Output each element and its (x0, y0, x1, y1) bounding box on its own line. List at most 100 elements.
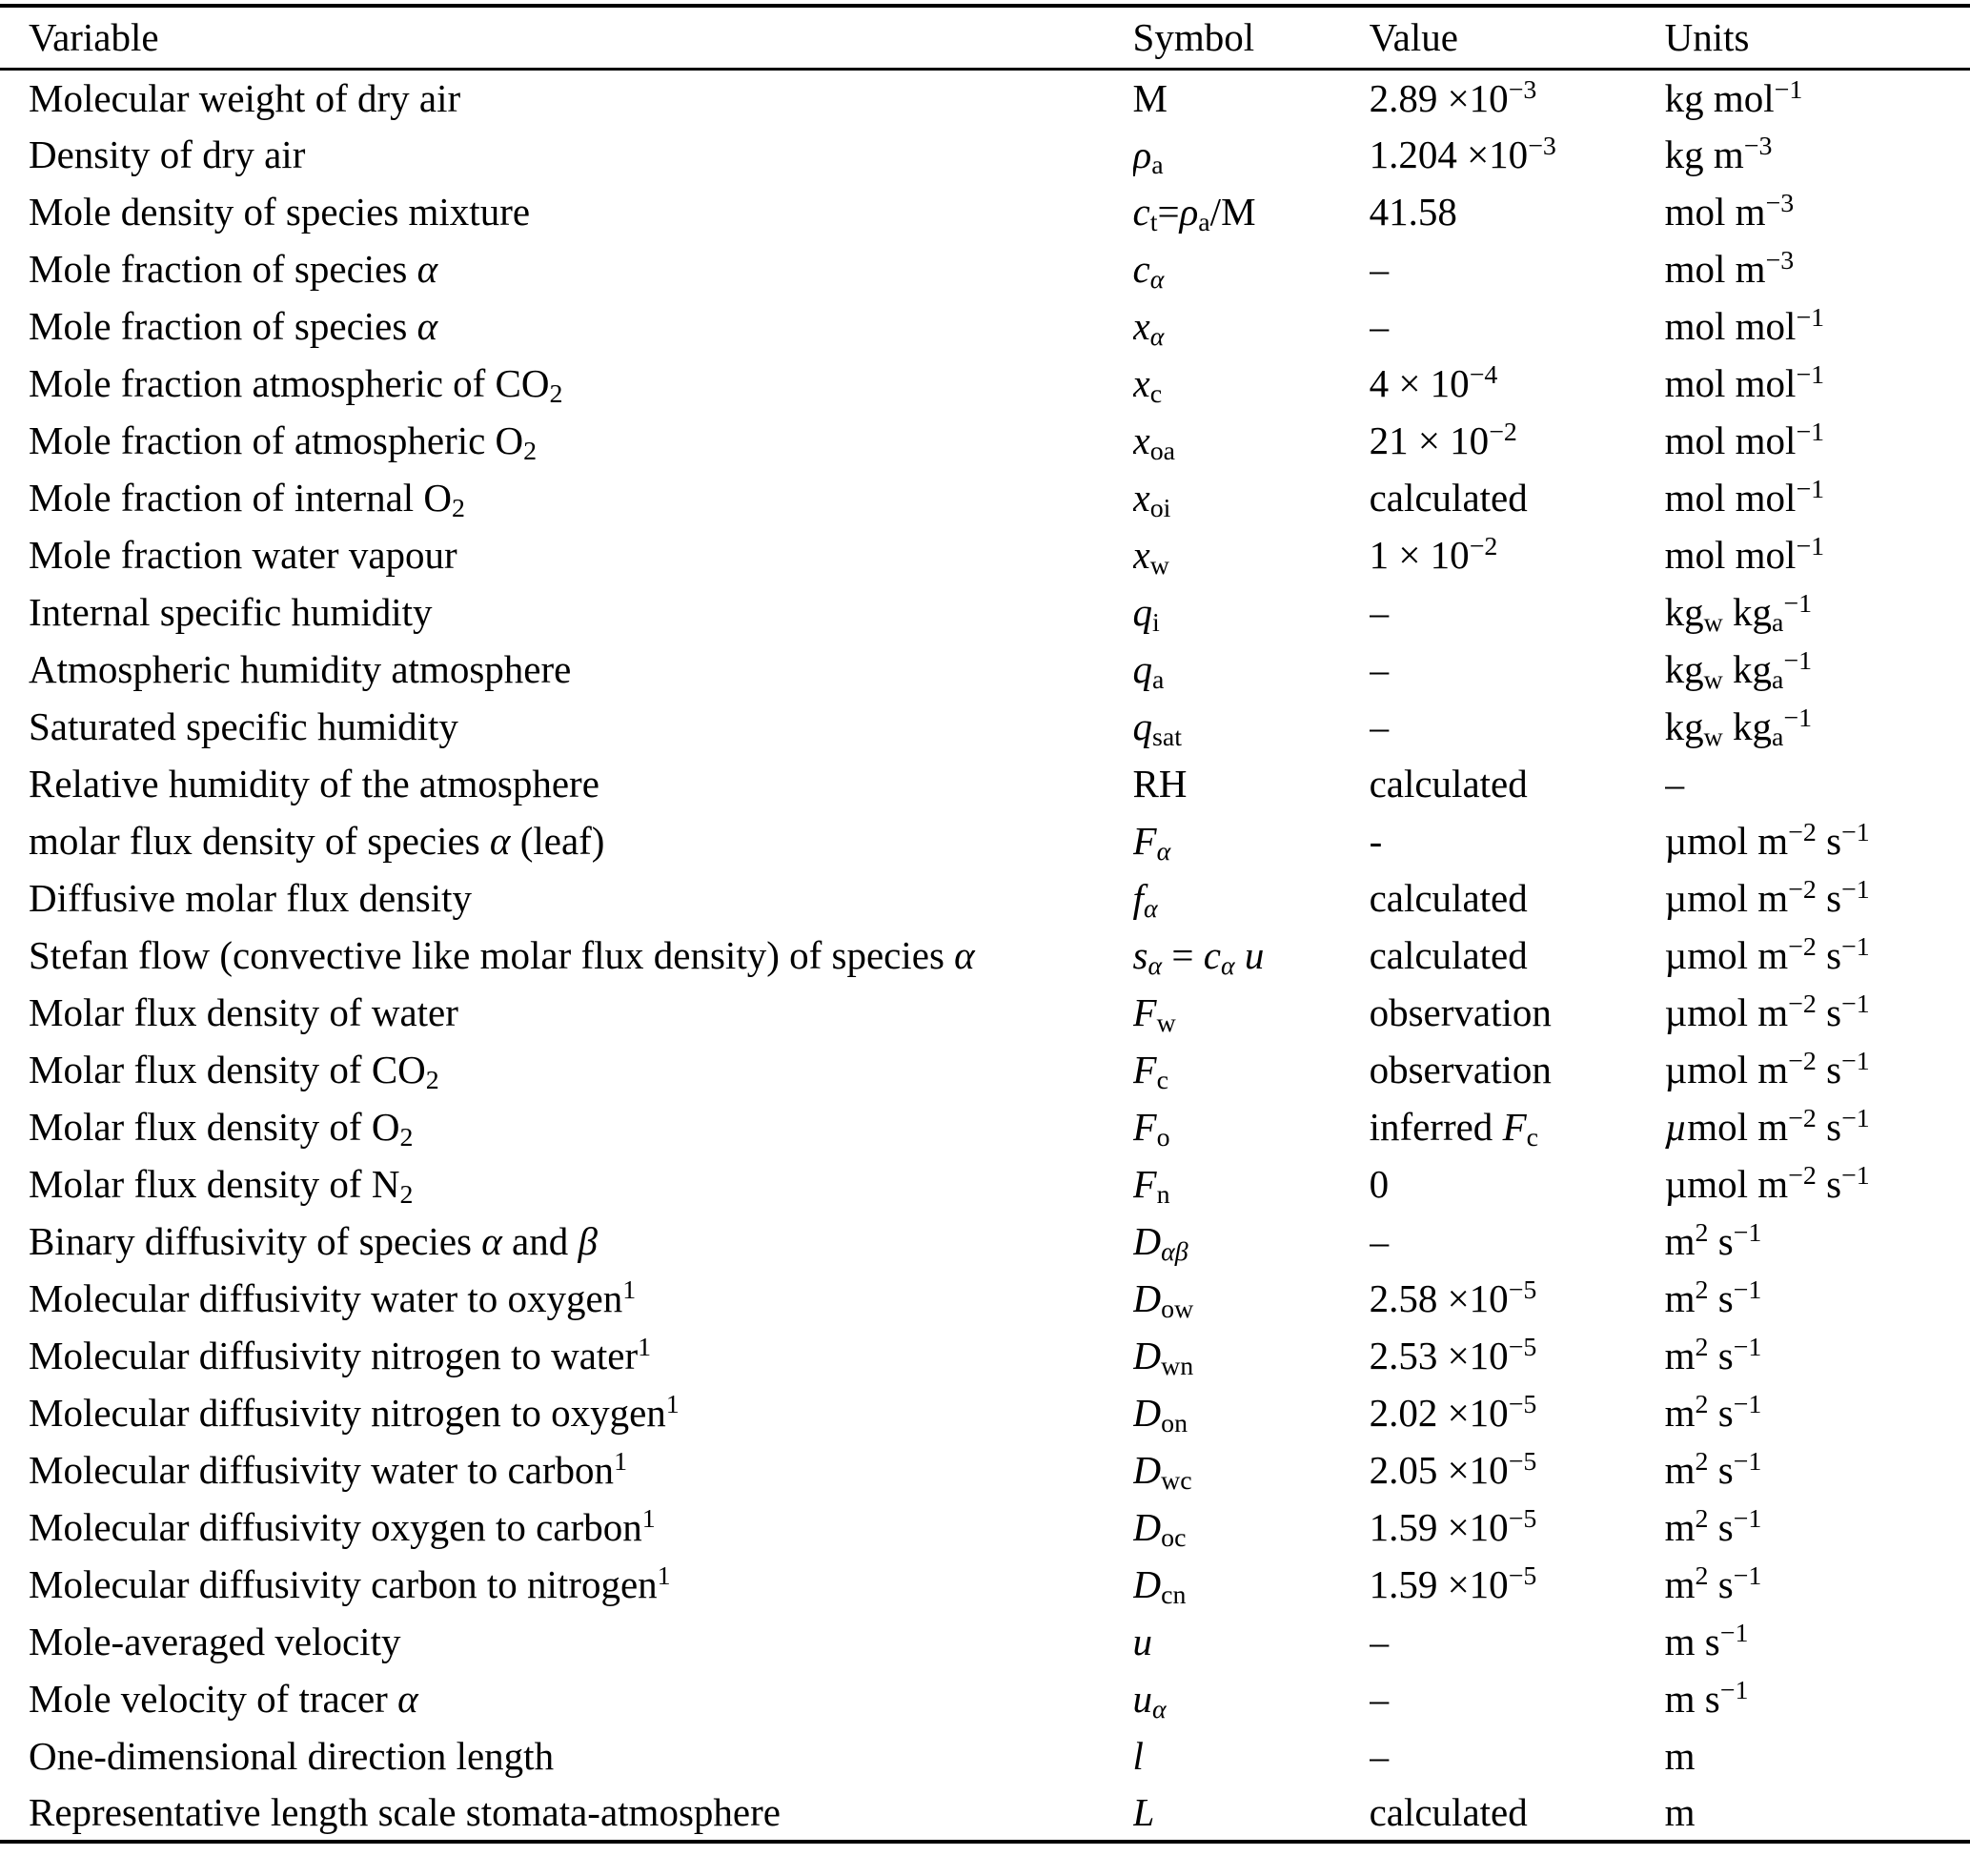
cell-symbol: Fn (1132, 1162, 1170, 1211)
column-header-units: Units (1664, 6, 1970, 71)
table-row: Mole fraction of species α xα – mol mol−… (0, 297, 1970, 355)
cell-units: µmol m−2 s−1 (1664, 1047, 1870, 1091)
cell-variable: Mole fraction of internal O2 (29, 476, 465, 524)
cell-symbol: Dow (1132, 1276, 1194, 1325)
cell-symbol: xoa (1132, 418, 1176, 467)
cell-symbol: Fw (1132, 990, 1176, 1039)
table-body: Molecular weight of dry air M 2.89 ×10−3… (0, 69, 1970, 1842)
cell-units: mol mol−1 (1664, 418, 1825, 462)
cell-value: – (1369, 590, 1390, 634)
table-row: Atmospheric humidity atmosphere qa – kgw… (0, 641, 1970, 698)
table-row: Mole fraction of internal O2 xoi calcula… (0, 469, 1970, 526)
cell-symbol: Fc (1132, 1048, 1168, 1096)
cell-value: - (1369, 819, 1383, 863)
cell-variable: Mole fraction of species α (29, 304, 438, 348)
cell-units: m2 s−1 (1664, 1390, 1762, 1435)
cell-symbol: Don (1132, 1391, 1188, 1439)
cell-symbol: Dwn (1132, 1334, 1194, 1382)
cell-units: m (1664, 1790, 1696, 1834)
cell-variable: Binary diffusivity of species α and β (29, 1219, 598, 1263)
table-row: Molar flux density of N2 Fn 0 µmol m−2 s… (0, 1155, 1970, 1213)
table-row: Molecular diffusivity nitrogen to water1… (0, 1327, 1970, 1384)
cell-units: mol mol−1 (1664, 532, 1825, 577)
column-header-value: Value (1369, 6, 1665, 71)
cell-value: – (1369, 1620, 1390, 1663)
cell-symbol: uα (1132, 1677, 1167, 1725)
table-row: Molecular diffusivity water to oxygen1 D… (0, 1270, 1970, 1327)
cell-variable: Molar flux density of N2 (29, 1162, 414, 1211)
cell-value: – (1369, 304, 1390, 348)
column-header-variable: Variable (0, 6, 1133, 71)
cell-units: m s−1 (1664, 1676, 1749, 1721)
table-row: Molecular diffusivity nitrogen to oxygen… (0, 1384, 1970, 1441)
cell-symbol: qa (1132, 647, 1165, 696)
cell-units: mol mol−1 (1664, 360, 1825, 405)
table-row: One-dimensional direction length l – m (0, 1727, 1970, 1784)
table-row: Molar flux density of CO2 Fc observation… (0, 1041, 1970, 1098)
cell-units: m2 s−1 (1664, 1333, 1762, 1377)
cell-variable: Mole fraction atmospheric of CO2 (29, 361, 563, 410)
header-row: Variable Symbol Value Units (0, 6, 1970, 71)
cell-variable: Density of dry air (29, 133, 306, 176)
cell-variable: Representative length scale stomata-atmo… (29, 1790, 781, 1834)
cell-symbol: l (1132, 1734, 1144, 1778)
cell-units: µmol m−2 s−1 (1664, 818, 1870, 863)
cell-value: calculated (1369, 1790, 1528, 1834)
cell-units: – (1664, 762, 1685, 805)
cell-variable: One-dimensional direction length (29, 1734, 555, 1778)
table-row: Representative length scale stomata-atmo… (0, 1784, 1970, 1842)
table-row: Mole fraction atmospheric of CO2 xc 4 × … (0, 355, 1970, 412)
cell-units: µmol m−2 s−1 (1664, 1104, 1870, 1149)
cell-units: kg m−3 (1664, 132, 1773, 176)
cell-units: mol m−3 (1664, 189, 1795, 234)
cell-symbol: Doc (1132, 1505, 1187, 1554)
cell-value: – (1369, 647, 1390, 691)
table-row: Mole density of species mixture ct=ρa/M … (0, 183, 1970, 240)
cell-variable: Mole fraction of atmospheric O2 (29, 418, 538, 467)
column-header-symbol: Symbol (1132, 6, 1370, 71)
cell-units: kgw kga−1 (1664, 646, 1813, 696)
cell-units: mol m−3 (1664, 246, 1795, 291)
table-row: Mole-averaged velocity u – m s−1 (0, 1613, 1970, 1670)
cell-symbol: L (1132, 1790, 1155, 1834)
cell-value: calculated (1369, 933, 1528, 977)
cell-symbol: ct=ρa/M (1132, 190, 1256, 238)
cell-symbol: cα (1132, 247, 1165, 296)
cell-symbol: Dαβ (1132, 1219, 1188, 1268)
cell-units: m2 s−1 (1664, 1561, 1762, 1606)
cell-symbol: Dwc (1132, 1448, 1192, 1497)
table-row: Molecular weight of dry air M 2.89 ×10−3… (0, 69, 1970, 126)
cell-value: 1.59 ×10−5 (1369, 1504, 1537, 1549)
cell-variable: Molecular diffusivity nitrogen to oxygen… (29, 1390, 680, 1435)
cell-value: 2.89 ×10−3 (1369, 74, 1537, 120)
cell-variable: Molecular diffusivity water to oxygen1 (29, 1275, 637, 1320)
cell-variable: Molar flux density of water (29, 990, 458, 1034)
variables-table: Variable Symbol Value Units Molecular we… (0, 4, 1970, 1844)
cell-value: observation (1369, 1048, 1552, 1091)
cell-variable: Mole fraction water vapour (29, 533, 457, 577)
table-row: Saturated specific humidity qsat – kgw k… (0, 698, 1970, 755)
cell-value: observation (1369, 990, 1552, 1034)
cell-value: 41.58 (1369, 190, 1457, 234)
cell-symbol: xα (1132, 304, 1165, 353)
table-row: Mole fraction of atmospheric O2 xoa 21 ×… (0, 412, 1970, 469)
cell-units: m (1664, 1734, 1696, 1778)
cell-variable: Internal specific humidity (29, 590, 433, 634)
cell-units: kg mol−1 (1664, 74, 1803, 120)
cell-value: 0 (1369, 1162, 1390, 1206)
cell-value: – (1369, 704, 1390, 748)
cell-variable: Molecular diffusivity oxygen to carbon1 (29, 1504, 656, 1549)
cell-symbol: qi (1132, 590, 1160, 639)
cell-symbol: sα = cα u (1132, 933, 1265, 982)
cell-units: kgw kga−1 (1664, 589, 1813, 639)
cell-variable: Mole density of species mixture (29, 190, 531, 234)
cell-symbol: xc (1132, 361, 1163, 410)
table-row: Stefan flow (convective like molar flux … (0, 927, 1970, 984)
cell-variable: Saturated specific humidity (29, 704, 458, 748)
cell-variable: Molecular diffusivity water to carbon1 (29, 1447, 627, 1492)
table-row: Molecular diffusivity carbon to nitrogen… (0, 1556, 1970, 1613)
cell-units: µmol m−2 s−1 (1664, 1161, 1870, 1206)
cell-units: µmol m−2 s−1 (1664, 932, 1870, 977)
cell-variable: Mole velocity of tracer α (29, 1677, 418, 1721)
cell-value: 1.204 ×10−3 (1369, 132, 1556, 176)
